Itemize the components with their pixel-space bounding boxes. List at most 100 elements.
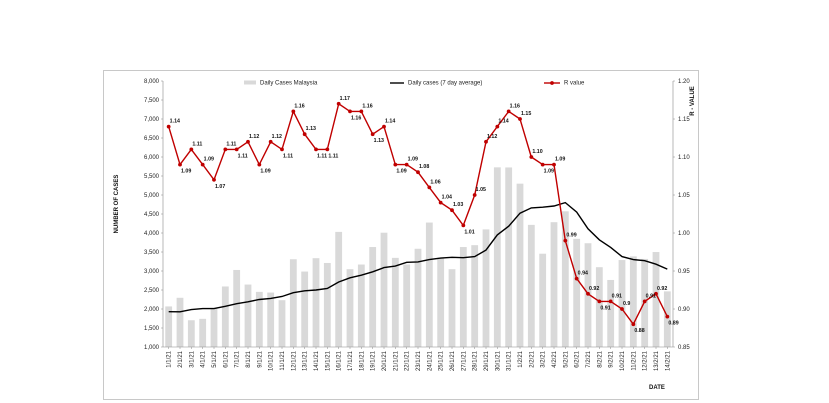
bar bbox=[516, 183, 524, 347]
bar bbox=[346, 269, 354, 347]
bar bbox=[369, 247, 377, 347]
r-value-label: 1.12 bbox=[249, 134, 259, 140]
r-value-label: 1.16 bbox=[362, 103, 372, 109]
bar bbox=[323, 262, 331, 347]
x-tick-label: 12/1/21 bbox=[291, 350, 297, 371]
r-value-point bbox=[189, 147, 194, 152]
x-tick-label: 30/1/21 bbox=[495, 350, 501, 371]
x-tick-label: 23/1/21 bbox=[416, 350, 422, 371]
x-tick-label: 6/2/21 bbox=[575, 350, 581, 367]
r-value-label: 1.09 bbox=[555, 157, 565, 163]
r-value-point bbox=[268, 139, 273, 144]
chart-frame: 1,000 1,500 2,000 2,500 3,000 3,500 4,000 4,500… bbox=[103, 70, 699, 400]
x-tick-label: 3/2/21 bbox=[541, 350, 547, 367]
x-tick-label: 4/1/21 bbox=[201, 350, 207, 367]
r-value-label: 1.03 bbox=[453, 202, 463, 208]
bar bbox=[471, 245, 479, 347]
r-value-label: 1.11 bbox=[226, 141, 236, 147]
r-value-label: 1.12 bbox=[487, 134, 497, 140]
r-value-label: 0.94 bbox=[578, 271, 588, 277]
bar bbox=[629, 256, 637, 347]
r-value-point bbox=[608, 299, 613, 304]
r-value-point bbox=[257, 162, 262, 167]
r-value-point bbox=[200, 162, 205, 167]
r-value-label: 1.06 bbox=[430, 179, 440, 185]
r-value-point bbox=[178, 162, 182, 167]
x-tick-label: 11/2/21 bbox=[631, 350, 637, 370]
x-tick-label: 10/1/21 bbox=[269, 350, 275, 371]
r-value-label: 1.14 bbox=[385, 119, 395, 125]
y2-tick-label: 1.10 bbox=[678, 155, 690, 161]
r-value-point bbox=[495, 124, 500, 129]
r-value-data-labels: 1.141.091.111.091.071.111.111.121.091.12… bbox=[170, 96, 679, 334]
legend-label-7day-average: Daily cases (7 day average) bbox=[408, 81, 482, 87]
x-tick-label: 9/2/21 bbox=[609, 350, 615, 367]
r-value-label: 1.09 bbox=[396, 169, 406, 175]
bar bbox=[244, 284, 252, 347]
r-value-label: 1.11 bbox=[192, 141, 202, 147]
bar bbox=[539, 253, 547, 347]
line-series-7day-average bbox=[168, 201, 668, 313]
x-tick-label: 12/2/21 bbox=[643, 350, 649, 371]
y-tick-label: 5,000 bbox=[144, 193, 160, 199]
r-value-point bbox=[291, 109, 296, 114]
x-tick-label: 3/1/21 bbox=[189, 350, 195, 367]
bar bbox=[210, 307, 218, 347]
axes: 1,000 1,500 2,000 2,500 3,000 3,500 4,000 4,500… bbox=[144, 79, 690, 371]
y2-tick-label: 1.15 bbox=[678, 117, 690, 123]
r-value-point bbox=[461, 223, 466, 228]
average-line bbox=[168, 201, 668, 313]
r-value-label: 1.11 bbox=[317, 153, 327, 159]
bar bbox=[357, 264, 365, 347]
r-value-label: 1.13 bbox=[374, 138, 384, 144]
legend-swatch-daily-cases bbox=[244, 80, 256, 85]
r-value-label: 1.01 bbox=[464, 229, 474, 235]
x-tick-label: 1/1/21 bbox=[167, 350, 173, 367]
line-series-r-value bbox=[166, 101, 670, 327]
y-tick-label: 4,000 bbox=[144, 231, 160, 237]
y-tick-label: 4,500 bbox=[144, 212, 160, 218]
x-tick-label: 19/1/21 bbox=[371, 350, 377, 371]
x-tick-label: 7/1/21 bbox=[235, 350, 241, 367]
r-value-label: 1.08 bbox=[419, 164, 429, 170]
x-tick-label: 11/1/21 bbox=[280, 350, 286, 370]
r-value-point bbox=[438, 200, 443, 205]
bar bbox=[312, 258, 320, 347]
bar bbox=[165, 306, 173, 347]
r-value-point bbox=[212, 177, 216, 182]
r-value-point bbox=[518, 117, 522, 121]
bar bbox=[561, 211, 569, 347]
bar bbox=[403, 264, 411, 347]
bar bbox=[437, 257, 445, 347]
y2-tick-label: 0.90 bbox=[678, 307, 690, 313]
r-value-point bbox=[427, 185, 432, 190]
y-tick-label: 6,000 bbox=[144, 155, 160, 161]
y2-tick-label: 1.00 bbox=[678, 231, 690, 237]
r-value-point bbox=[336, 101, 341, 106]
y2-tick-label: 1.05 bbox=[678, 193, 690, 199]
bar bbox=[221, 286, 229, 347]
y2-tick-label: 0.95 bbox=[678, 269, 690, 275]
bar bbox=[448, 269, 456, 347]
legend-marker-r-value bbox=[550, 81, 554, 85]
y2-axis-title: R - VALUE bbox=[690, 86, 696, 116]
r-value-label: 1.09 bbox=[408, 157, 418, 163]
x-tick-label: 16/1/21 bbox=[337, 350, 343, 371]
bar bbox=[663, 291, 671, 347]
r-value-point bbox=[382, 124, 386, 129]
r-value-point bbox=[472, 193, 477, 197]
x-tick-label: 14/2/21 bbox=[665, 350, 671, 371]
bar bbox=[278, 300, 286, 347]
x-tick-label: 1/2/21 bbox=[518, 350, 524, 367]
y-axis-title: NUMBER OF CASES bbox=[114, 175, 120, 234]
r-value-point bbox=[484, 139, 488, 144]
y-tick-label: 2,000 bbox=[144, 307, 160, 313]
r-value-point bbox=[631, 322, 636, 327]
r-value-point bbox=[529, 155, 534, 159]
x-tick-label: 18/1/21 bbox=[359, 350, 365, 371]
bar bbox=[595, 267, 603, 347]
r-value-label: 0.91 bbox=[646, 293, 656, 299]
r-value-label: 1.13 bbox=[306, 126, 316, 132]
r-value-point bbox=[302, 132, 307, 137]
y-tick-label: 6,500 bbox=[144, 136, 160, 142]
